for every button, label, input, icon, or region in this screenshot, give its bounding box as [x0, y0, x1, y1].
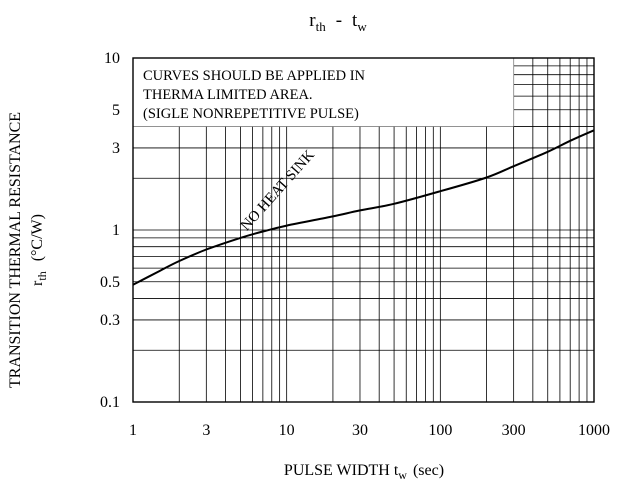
annotation-line: (SIGLE NONREPETITIVE PULSE) [143, 106, 359, 122]
y-tick-label: 0.5 [100, 274, 120, 291]
y-axis-symbol: rth(°C/W) [29, 214, 49, 286]
series-line-no-heat-sink [132, 129, 595, 286]
x-tick-label: 10 [279, 422, 295, 439]
y-tick-label: 10 [104, 50, 120, 67]
x-tick-label: 1 [129, 422, 137, 439]
x-axis-ticks: 1 3 10 30 100 300 1000 [129, 422, 610, 439]
annotation-line: THERMA LIMITED AREA. [143, 87, 313, 103]
y-tick-label: 0.3 [100, 312, 120, 329]
y-axis-label: TRANSITION THERMAL RESISTANCE [7, 112, 24, 388]
plot-frame [132, 57, 595, 403]
x-tick-label: 100 [428, 422, 452, 439]
annotation-line: CURVES SHOULD BE APPLIED IN [143, 68, 366, 84]
x-tick-label: 3 [202, 422, 210, 439]
y-tick-label: 0.1 [100, 394, 120, 411]
annotation-box [133, 58, 514, 127]
y-tick-label: 3 [112, 140, 120, 157]
y-axis-ticks: 0.1 0.3 0.5 1 3 5 10 [100, 50, 120, 411]
annotation-text: CURVES SHOULD BE APPLIED IN THERMA LIMITE… [143, 68, 366, 122]
x-tick-label: 30 [352, 422, 368, 439]
x-tick-label: 300 [502, 422, 526, 439]
x-axis-label: PULSE WIDTH tw (sec) [284, 462, 444, 482]
y-tick-label: 5 [112, 102, 120, 119]
y-tick-label: 1 [112, 222, 120, 239]
x-tick-label: 1000 [578, 422, 610, 439]
chart-title: rth - tw [309, 10, 367, 34]
